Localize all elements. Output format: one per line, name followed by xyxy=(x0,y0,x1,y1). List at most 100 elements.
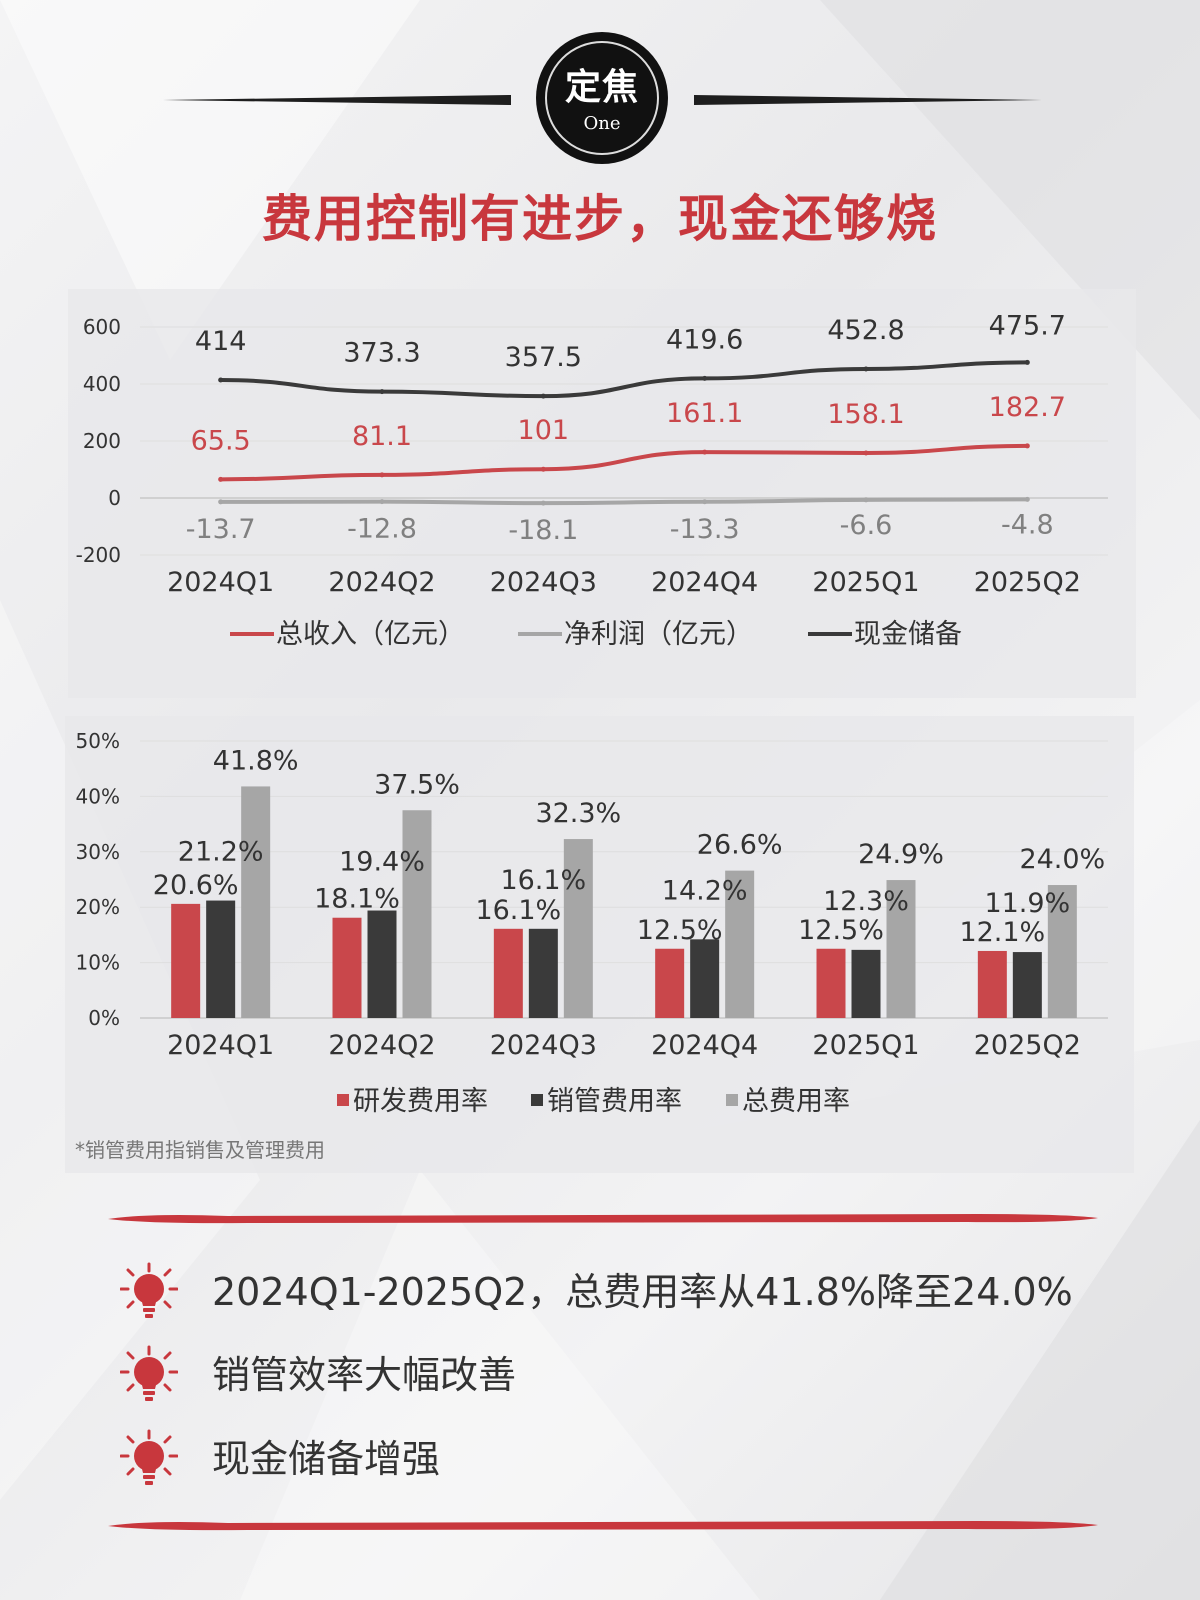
bar xyxy=(171,903,201,1018)
lightbulb-icon xyxy=(120,1429,178,1485)
bar xyxy=(493,928,523,1018)
data-label: 19.4% xyxy=(339,847,425,878)
data-label: 161.1 xyxy=(666,398,743,429)
lightbulb-icon xyxy=(120,1262,178,1318)
data-label: 24.0% xyxy=(1019,844,1105,875)
bar xyxy=(241,786,271,1018)
data-point xyxy=(863,366,869,372)
x-axis-category-label: 2025Q2 xyxy=(974,1030,1081,1061)
legend-swatch xyxy=(726,1094,738,1106)
data-label: 12.1% xyxy=(959,917,1045,948)
bar xyxy=(402,810,432,1018)
bar xyxy=(332,917,362,1018)
legend-label: 净利润（亿元） xyxy=(564,619,753,650)
bullet-text: 2024Q1-2025Q2，总费用率从41.8%降至24.0% xyxy=(212,1270,1073,1314)
legend-swatch xyxy=(531,1094,543,1106)
data-point xyxy=(1024,496,1030,502)
divider-bottom xyxy=(108,1521,1098,1531)
y-axis-tick-label: 600 xyxy=(83,315,121,339)
data-label: 452.8 xyxy=(827,315,904,346)
legend-label: 销管费用率 xyxy=(547,1086,682,1117)
data-label: 16.1% xyxy=(500,865,586,896)
data-point xyxy=(540,393,546,399)
data-label: -6.6 xyxy=(840,510,893,541)
data-point xyxy=(540,500,546,506)
x-axis-category-label: 2024Q3 xyxy=(490,1030,597,1061)
data-label: 12.5% xyxy=(637,915,723,946)
data-point xyxy=(379,499,385,505)
data-label: 18.1% xyxy=(314,884,400,915)
header-line-right xyxy=(694,95,1042,105)
legend-label: 总费用率 xyxy=(742,1086,850,1117)
data-label: -4.8 xyxy=(1001,509,1054,540)
y-axis-tick-label: 40% xyxy=(76,784,120,808)
data-point xyxy=(540,466,546,472)
bar-chart: 0% 10% 20% 30% 40% 50% 2024Q1 2024Q2 2024Q3 2024Q… xyxy=(76,729,1108,1117)
series-line-1 xyxy=(218,497,1030,506)
data-label: -12.8 xyxy=(347,514,417,545)
bar xyxy=(528,928,558,1018)
y-axis-tick-label: 200 xyxy=(83,429,121,453)
data-label: -13.3 xyxy=(670,514,740,545)
data-label: 32.3% xyxy=(535,798,621,829)
data-label: 81.1 xyxy=(352,421,412,452)
data-label: 101 xyxy=(518,415,570,446)
y-axis-tick-label: -200 xyxy=(76,543,121,567)
y-axis-tick-label: 0% xyxy=(88,1006,120,1030)
data-label: 182.7 xyxy=(989,392,1066,423)
logo-main-text: 定焦 xyxy=(564,67,639,108)
legend-swatch xyxy=(337,1094,349,1106)
data-point xyxy=(1024,359,1030,365)
x-axis-category-label: 2024Q2 xyxy=(328,1030,435,1061)
data-point xyxy=(863,497,869,503)
bullet-item: 现金储备增强 xyxy=(120,1424,1120,1494)
data-point xyxy=(218,377,224,383)
bar xyxy=(690,939,720,1018)
data-label: 26.6% xyxy=(697,830,783,861)
bullet-text: 销管效率大幅改善 xyxy=(212,1353,517,1397)
legend-label: 总收入（亿元） xyxy=(276,619,465,650)
bar xyxy=(1047,885,1077,1018)
data-label: 12.3% xyxy=(823,886,909,917)
data-label: 357.5 xyxy=(505,342,582,373)
bullet-item: 2024Q1-2025Q2，总费用率从41.8%降至24.0% xyxy=(120,1257,1120,1327)
x-axis-category-label: 2024Q2 xyxy=(328,567,435,598)
data-label: 419.6 xyxy=(666,324,743,355)
data-label: 475.7 xyxy=(989,310,1066,341)
data-label: 11.9% xyxy=(984,888,1070,919)
x-axis-category-label: 2025Q2 xyxy=(974,567,1081,598)
data-point xyxy=(702,375,708,381)
data-label: 373.3 xyxy=(343,338,420,369)
x-axis-category-label: 2024Q4 xyxy=(651,567,758,598)
bar xyxy=(367,910,397,1018)
bullet-item: 销管效率大幅改善 xyxy=(120,1340,1120,1410)
y-axis-tick-label: 0 xyxy=(108,486,121,510)
x-axis-category-label: 2025Q1 xyxy=(812,567,919,598)
bar-chart-panel: 0% 10% 20% 30% 40% 50% 2024Q1 2024Q2 2024Q3 2024Q… xyxy=(65,716,1134,1173)
divider-top xyxy=(108,1214,1098,1224)
lightbulb-icon xyxy=(120,1345,178,1401)
legend-label: 现金储备 xyxy=(854,619,962,650)
data-point xyxy=(702,449,708,455)
bullet-text: 现金储备增强 xyxy=(212,1437,441,1481)
y-axis-tick-label: 30% xyxy=(76,840,120,864)
bar xyxy=(655,948,685,1018)
line-chart: -200 0 200 400 600 2024Q1 2024Q2 2024Q3 2024Q4 20… xyxy=(76,310,1108,650)
data-label: 24.9% xyxy=(858,839,944,870)
x-axis-category-label: 2024Q1 xyxy=(167,567,274,598)
page-title: 费用控制有进步，现金还够烧 xyxy=(262,190,938,248)
data-label: 414 xyxy=(195,326,247,357)
data-label: -13.7 xyxy=(186,514,256,545)
data-label: 41.8% xyxy=(213,745,299,776)
logo-ring xyxy=(545,41,659,155)
data-label: 65.5 xyxy=(191,425,251,456)
data-point xyxy=(218,499,224,505)
data-label: 21.2% xyxy=(178,837,264,868)
line-chart-panel: -200 0 200 400 600 2024Q1 2024Q2 2024Q3 2024Q4 20… xyxy=(68,289,1136,698)
data-label: 20.6% xyxy=(153,870,239,901)
logo-sub-text: One xyxy=(583,113,621,134)
bar xyxy=(725,870,755,1018)
data-point xyxy=(379,389,385,395)
data-point xyxy=(863,450,869,456)
bar xyxy=(816,948,846,1018)
